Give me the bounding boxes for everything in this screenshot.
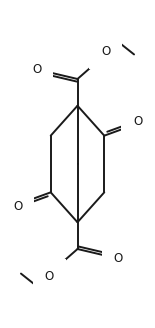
Text: O: O [32,63,42,76]
Text: O: O [133,115,143,128]
Text: O: O [101,45,110,58]
Text: O: O [113,252,123,265]
Text: O: O [45,270,54,283]
Text: O: O [13,200,22,213]
